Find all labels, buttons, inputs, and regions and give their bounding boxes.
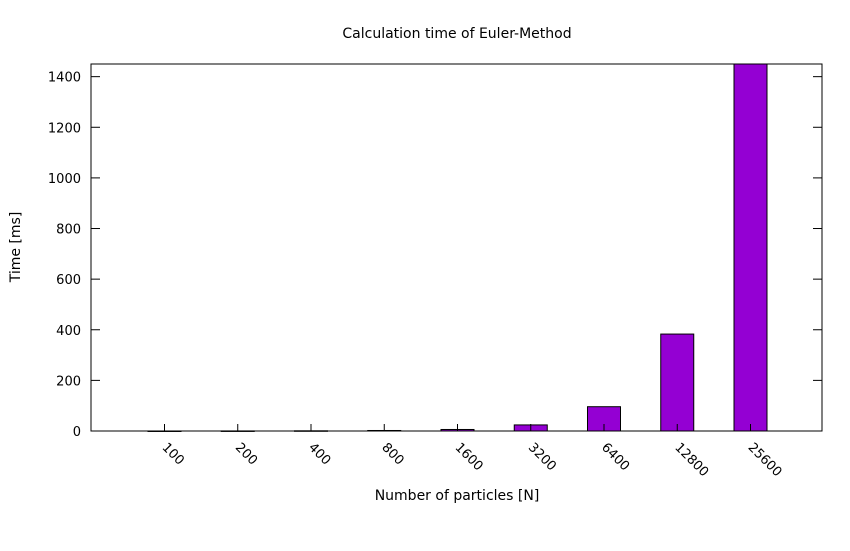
y-tick-label: 200 <box>56 374 81 389</box>
plot-frame <box>90 63 823 432</box>
bars-group <box>147 63 768 432</box>
bar-12800 <box>660 333 695 432</box>
chart-title: Calculation time of Euler-Method <box>342 26 571 42</box>
x-tick-label: 800 <box>378 440 406 468</box>
y-axis: 0 200 400 600 800 1000 1200 1400 <box>48 71 822 440</box>
y-tick-label: 1000 <box>48 172 81 187</box>
y-tick-label: 0 <box>73 425 81 440</box>
x-tick-label: 25600 <box>745 440 785 480</box>
x-tick-label: 3200 <box>525 440 559 474</box>
y-tick-label: 400 <box>56 324 81 339</box>
x-tick-label: 200 <box>232 440 260 468</box>
y-tick-label: 800 <box>56 223 81 238</box>
x-axis-title: Number of particles [N] <box>375 488 540 504</box>
y-tick-label: 1200 <box>48 121 81 136</box>
y-tick-label: 600 <box>56 273 81 288</box>
x-tick-label: 1600 <box>452 440 486 474</box>
x-tick-label: 100 <box>159 440 187 468</box>
y-tick-label: 1400 <box>48 71 81 86</box>
y-axis-title: Time [ms] <box>8 212 24 284</box>
x-tick-label: 400 <box>305 440 333 468</box>
x-axis: 100 200 400 800 1600 3200 6400 12800 25600 <box>159 424 785 480</box>
bar-25600 <box>733 63 768 432</box>
x-tick-label: 12800 <box>671 440 711 480</box>
x-tick-label: 6400 <box>598 440 632 474</box>
